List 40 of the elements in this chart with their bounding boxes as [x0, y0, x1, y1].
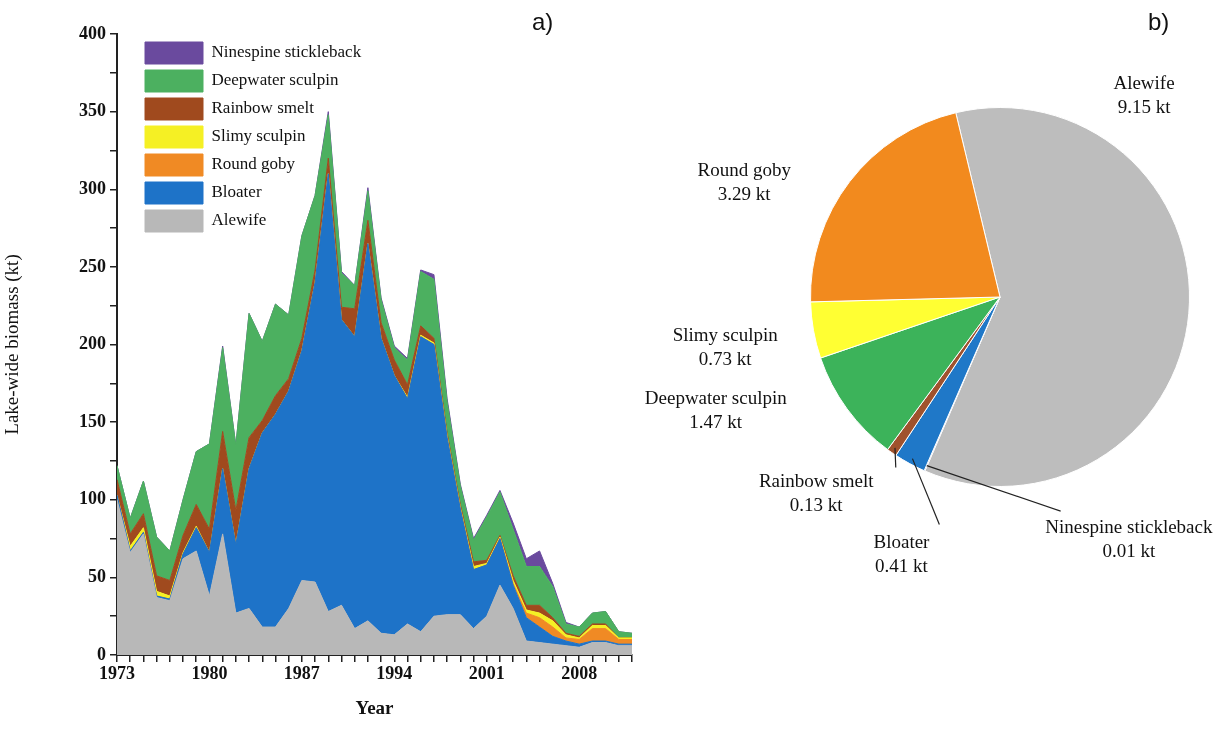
chart-title: a)	[532, 8, 554, 36]
y-tick-label: 350	[79, 100, 106, 121]
y-tick-label: 150	[79, 410, 106, 431]
data-label: 0.01 kt	[1102, 539, 1156, 561]
legend-label: Ninespine stickleback	[211, 42, 362, 62]
data-label: 0.41 kt	[875, 554, 929, 576]
x-tick-label: 1987	[283, 663, 320, 684]
slice-label: Rainbow smelt	[758, 470, 875, 492]
y-tick-label: 250	[79, 255, 106, 276]
legend-label: Rainbow smelt	[211, 98, 315, 118]
legend-label: Round goby	[211, 154, 296, 174]
legend-label: Alewife	[211, 210, 267, 230]
data-label: 9.15 kt	[1117, 96, 1172, 118]
chart-title: b)	[1148, 8, 1170, 36]
x-tick-label: 1994	[376, 663, 413, 684]
data-label: 1.47 kt	[689, 410, 743, 432]
y-axis-title: Lake-wide biomass (kt)	[1, 254, 24, 435]
y-tick-label: 100	[79, 488, 106, 509]
x-tick-label: 2008	[561, 663, 598, 684]
slice-label: Ninespine stickleback	[1045, 515, 1213, 537]
legend-label: Slimy sculpin	[211, 126, 306, 146]
x-tick-label: 1980	[191, 663, 228, 684]
y-tick-label: 50	[88, 566, 106, 587]
legend-label: Bloater	[211, 182, 262, 202]
slice-label: Alewife	[1113, 72, 1175, 94]
y-tick-label: 300	[79, 177, 106, 198]
y-tick-label: 200	[79, 333, 106, 354]
x-axis-title: Year	[355, 696, 395, 718]
slice-label: Round goby	[697, 159, 792, 181]
data-label: 3.29 kt	[717, 183, 772, 205]
y-tick-label: 0	[97, 643, 106, 664]
y-tick-label: 400	[79, 22, 106, 43]
legend-label: Deepwater sculpin	[211, 70, 339, 90]
x-tick-label: 1973	[99, 663, 135, 684]
slice-label: Slimy sculpin	[672, 324, 779, 346]
x-tick-label: 2001	[468, 663, 505, 684]
slice-label: Deepwater sculpin	[644, 386, 788, 408]
data-label: 0.73 kt	[698, 348, 753, 370]
data-label: 0.13 kt	[789, 494, 844, 516]
slice-label: Bloater	[873, 530, 931, 552]
